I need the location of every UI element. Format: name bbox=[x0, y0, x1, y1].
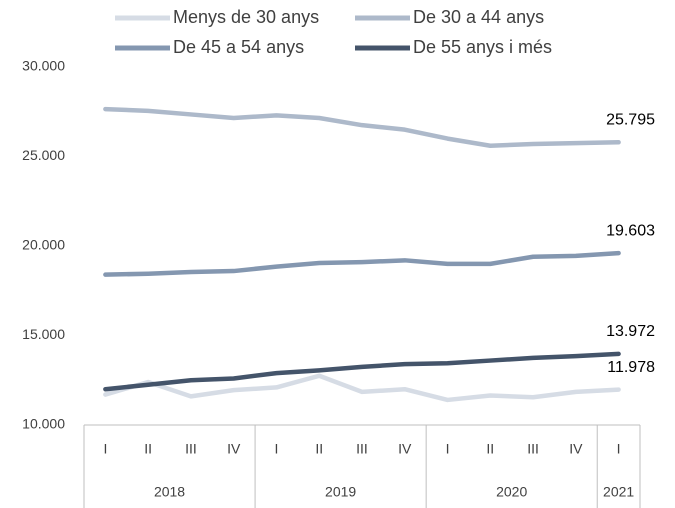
year-label: 2021 bbox=[603, 484, 634, 500]
data-label: 13.972 bbox=[606, 323, 655, 340]
x-tick-label: IV bbox=[227, 441, 241, 457]
y-tick-label: 30.000 bbox=[22, 58, 65, 74]
x-tick-label: II bbox=[144, 441, 152, 457]
x-tick-label: I bbox=[103, 441, 107, 457]
y-tick-label: 20.000 bbox=[22, 237, 65, 253]
x-tick-label: I bbox=[446, 441, 450, 457]
data-label: 19.603 bbox=[606, 222, 655, 239]
legend-label: De 30 a 44 anys bbox=[413, 7, 544, 27]
x-tick-label: II bbox=[315, 441, 323, 457]
year-label: 2020 bbox=[496, 484, 527, 500]
series-line bbox=[103, 106, 621, 149]
x-tick-label: III bbox=[356, 441, 368, 457]
y-tick-label: 15.000 bbox=[22, 326, 65, 342]
x-tick-label: I bbox=[275, 441, 279, 457]
x-tick-label: IV bbox=[569, 441, 583, 457]
legend-label: De 55 anys i més bbox=[413, 37, 552, 57]
data-label: 11.978 bbox=[607, 359, 655, 376]
x-tick-label: IV bbox=[398, 441, 412, 457]
series-line bbox=[103, 250, 621, 277]
x-tick-label: II bbox=[486, 441, 494, 457]
x-tick-label: III bbox=[527, 441, 539, 457]
x-tick-label: I bbox=[617, 441, 621, 457]
series-line bbox=[103, 351, 621, 392]
year-label: 2019 bbox=[325, 484, 356, 500]
y-tick-label: 25.000 bbox=[22, 147, 65, 163]
legend-label: De 45 a 54 anys bbox=[173, 37, 304, 57]
legend-label: Menys de 30 anys bbox=[173, 7, 319, 27]
x-tick-label: III bbox=[185, 441, 197, 457]
year-label: 2018 bbox=[154, 484, 185, 500]
series-line bbox=[103, 373, 621, 403]
data-label: 25.795 bbox=[606, 111, 655, 128]
y-tick-label: 10.000 bbox=[22, 416, 65, 432]
